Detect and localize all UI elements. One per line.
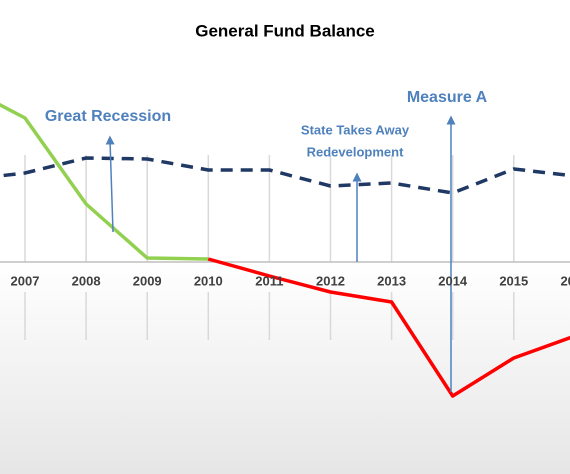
chart-title: General Fund Balance xyxy=(195,21,375,40)
x-tick-label: 2015 xyxy=(499,273,528,288)
x-tick-label: 2012 xyxy=(316,273,345,288)
x-tick-label: 2011 xyxy=(255,273,283,288)
annotation: State Takes Away xyxy=(301,122,410,137)
annotation: Great Recession xyxy=(45,108,171,125)
x-tick-label: 2014 xyxy=(438,273,468,288)
series-line xyxy=(0,156,570,195)
x-tick-label: 2007 xyxy=(11,273,40,288)
x-tick-label: 2013 xyxy=(377,273,406,288)
series-line xyxy=(0,102,209,261)
x-tick-label: 2008 xyxy=(72,273,101,288)
x-tick-label: 2009 xyxy=(133,273,162,288)
x-tick-label: 2010 xyxy=(194,273,223,288)
annotation-arrow xyxy=(105,135,115,233)
grid xyxy=(24,155,515,340)
annotation: Measure A xyxy=(407,89,488,106)
x-tick-label: 2016 xyxy=(560,273,570,288)
series-line xyxy=(207,257,570,398)
annotation: Redevelopment xyxy=(307,144,404,159)
plot xyxy=(0,102,570,398)
